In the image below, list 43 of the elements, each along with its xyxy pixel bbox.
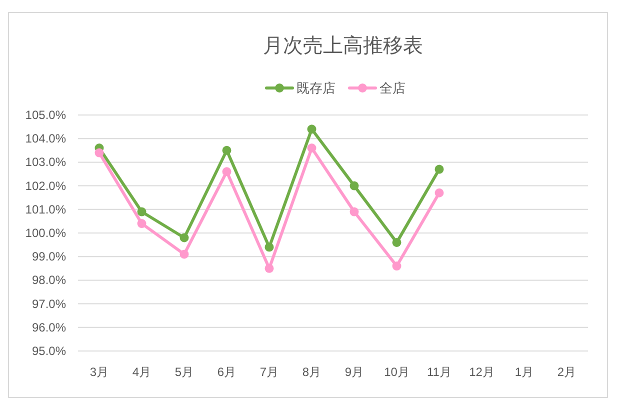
y-tick-label: 105.0% — [25, 108, 66, 122]
chart-title: 月次売上高推移表 — [263, 34, 423, 57]
point — [392, 238, 402, 247]
y-tick-label: 98.0% — [32, 273, 66, 288]
point — [434, 164, 444, 174]
y-tick-label: 100.0% — [25, 226, 66, 240]
x-tick-label: 7月 — [260, 365, 279, 379]
x-tick-label: 9月 — [344, 365, 364, 379]
point — [180, 250, 189, 259]
x-tick-label: 5月 — [174, 365, 194, 379]
point — [307, 144, 316, 153]
point — [222, 167, 232, 176]
x-tick-label: 3月 — [90, 365, 109, 379]
x-tick-label: 4月 — [132, 365, 152, 379]
point — [264, 242, 274, 252]
point — [137, 207, 146, 216]
x-tick-label: 2月 — [557, 365, 576, 379]
y-tick-label: 99.0% — [32, 250, 66, 264]
x-tick-label: 11月 — [427, 365, 452, 379]
point — [222, 146, 232, 155]
y-tick-label: 104.0% — [25, 132, 66, 146]
point — [94, 148, 104, 158]
x-tick-label: 6月 — [217, 365, 236, 379]
x-tick-label: 1月 — [514, 365, 534, 379]
legend-label: 全店 — [380, 80, 406, 96]
x-tick-label: 10月 — [384, 365, 410, 379]
y-tick-label: 103.0% — [25, 155, 66, 170]
point — [137, 219, 146, 228]
x-tick-label: 8月 — [302, 365, 322, 379]
point — [307, 124, 316, 134]
legend-label: 既存店 — [296, 80, 336, 96]
y-tick-label: 101.0% — [25, 202, 66, 216]
y-tick-label: 97.0% — [32, 296, 66, 311]
y-tick-label: 96.0% — [32, 320, 66, 334]
y-tick-label: 102.0% — [25, 178, 66, 193]
point — [264, 264, 274, 273]
point — [350, 181, 359, 190]
x-tick-label: 12月 — [469, 365, 494, 379]
point — [392, 262, 402, 271]
point — [350, 207, 359, 216]
y-tick-label: 95.0% — [32, 344, 66, 358]
point — [434, 188, 444, 198]
point — [180, 233, 189, 242]
